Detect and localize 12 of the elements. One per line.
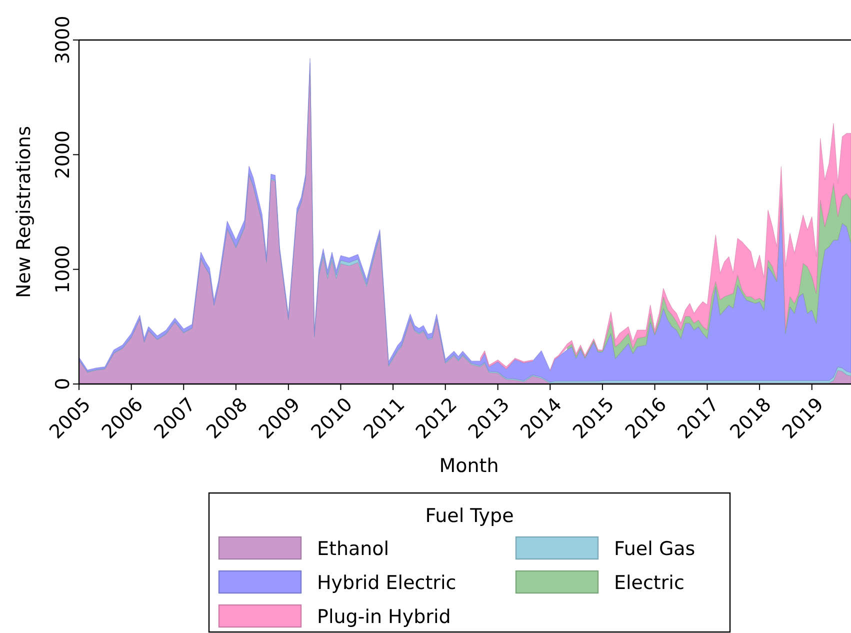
y-tick-label: 0 [52, 378, 74, 390]
x-axis-title: Month [439, 455, 499, 477]
legend-label: Hybrid Electric [317, 572, 456, 594]
legend-title: Fuel Type [425, 505, 514, 527]
legend-label: Plug-in Hybrid [317, 606, 451, 628]
y-tick-label: 3000 [52, 16, 74, 64]
y-tick-label: 2000 [52, 130, 74, 179]
y-axis-title: New Registrations [13, 126, 35, 298]
legend-label: Ethanol [317, 538, 390, 560]
legend-label: Electric [614, 572, 684, 594]
y-tick-label: 1000 [52, 245, 74, 294]
legend-label: Fuel Gas [614, 538, 696, 560]
